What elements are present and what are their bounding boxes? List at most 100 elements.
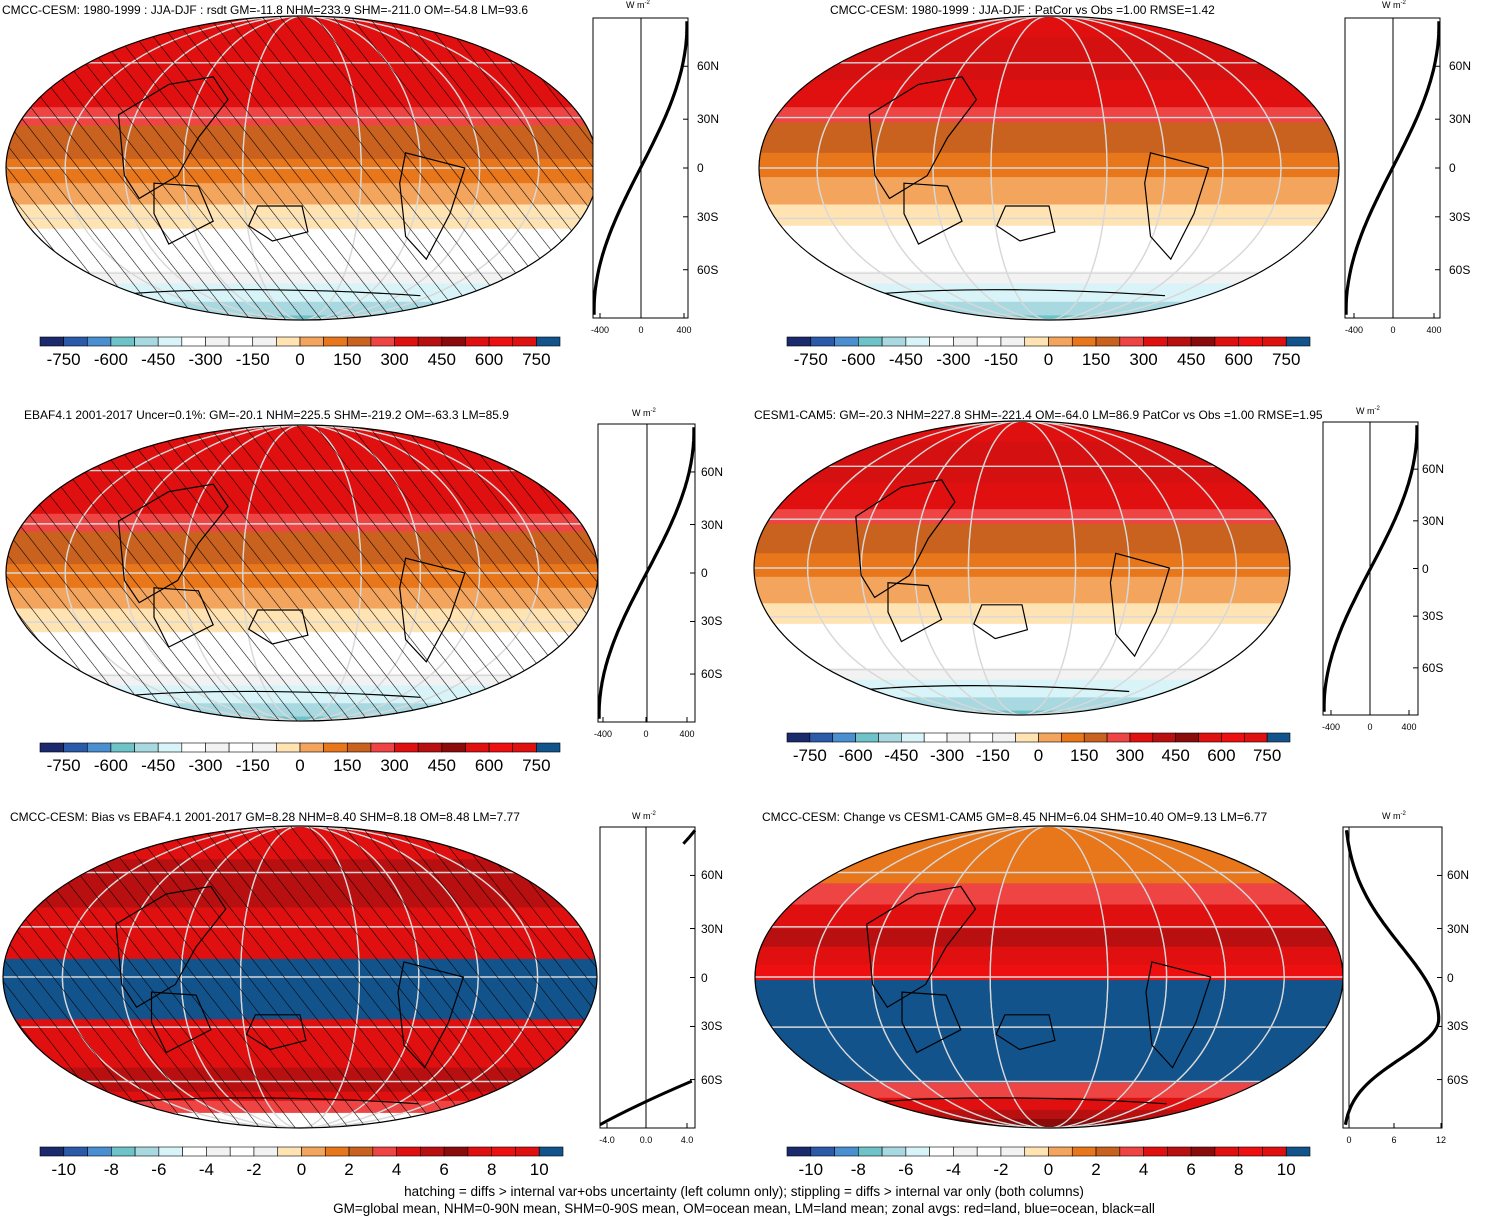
colorbar-tick-label: 0	[1043, 350, 1054, 369]
colorbar-tick-label: -600	[93, 756, 128, 775]
meridian-line	[816, 16, 1282, 320]
hatching	[3, 826, 597, 1128]
map-band	[755, 883, 1343, 906]
colorbar-swatch	[417, 336, 443, 347]
colorbar-swatch	[394, 742, 419, 753]
zonal-unit-label: W m-2	[632, 811, 656, 821]
colorbar-swatch	[1071, 336, 1097, 347]
colorbar-swatch	[1083, 732, 1108, 743]
colorbar-swatch	[323, 742, 348, 753]
zonal-mean-curve	[592, 21, 689, 315]
map-band	[759, 315, 1339, 320]
colorbar-swatch	[1238, 1146, 1263, 1157]
colorbar-swatch	[394, 336, 419, 347]
colorbar-tick-label: 150	[1070, 746, 1099, 765]
map-band	[754, 576, 1290, 604]
colorbar-tick-label: 10	[529, 1160, 549, 1179]
zonal-unit-label: W m-2	[1356, 406, 1380, 416]
colorbar-swatch	[1119, 336, 1144, 347]
colorbar-tick-label: 600	[474, 756, 504, 775]
lat-tick-label: 30S	[697, 209, 719, 224]
colorbar-swatch	[901, 732, 925, 743]
lat-tick-label: 0	[1447, 970, 1454, 985]
colorbar-swatch	[465, 742, 490, 753]
meridian-line	[930, 826, 1168, 1128]
colorbar-tick-label: -150	[975, 746, 1010, 765]
colorbar-tick-label: 0	[1043, 1160, 1054, 1179]
colorbar-tick-label: -300	[936, 350, 971, 369]
zonal-x-tick-label: 400	[679, 729, 695, 739]
colorbar-swatch	[63, 742, 88, 753]
colorbar-swatch	[809, 732, 834, 743]
lat-tick-label: 30S	[701, 614, 723, 629]
colorbar-swatch	[1214, 1146, 1239, 1157]
colorbar-swatch	[992, 732, 1016, 743]
colorbar-swatch	[1048, 1146, 1073, 1157]
colorbar-swatch	[370, 336, 395, 347]
colorbar-tick-label: -10	[798, 1160, 824, 1179]
colorbar-swatch	[832, 732, 856, 743]
zonal-x-tick-label: 400	[1426, 325, 1442, 335]
meridian-line	[990, 16, 1108, 320]
colorbar-tick-label: -600	[93, 350, 128, 369]
colorbar-swatch	[976, 336, 1002, 347]
hatching	[6, 16, 598, 320]
footer-line-2: GM=global mean, NHM=0-90N mean, SHM=0-90…	[333, 1201, 1155, 1216]
zonal-x-tick-label: 400	[676, 325, 692, 335]
zonal-mean-curve	[1344, 21, 1441, 315]
colorbar-swatch	[810, 1146, 835, 1157]
lat-tick-label: 30N	[697, 112, 720, 127]
colorbar-tick-label: 8	[1233, 1160, 1244, 1179]
map-band	[759, 177, 1339, 205]
colorbar-swatch	[110, 336, 135, 347]
colorbar-tick-label: -150	[235, 350, 270, 369]
colorbar-swatch	[181, 336, 206, 347]
colorbar-swatch	[134, 742, 159, 753]
colorbar-swatch	[276, 742, 301, 753]
zonal-x-tick-label: 0	[638, 325, 644, 335]
colorbar-swatch	[1038, 732, 1062, 743]
colorbar-swatch	[111, 1146, 136, 1157]
zonal-unit-label: W m-2	[632, 408, 656, 418]
lat-tick-label: 0	[697, 161, 704, 175]
colorbar-swatch	[1143, 1146, 1168, 1157]
colorbar-swatch	[810, 336, 835, 347]
colorbar-tick-label: 450	[427, 756, 456, 775]
colorbar-swatch	[253, 1146, 279, 1157]
colorbar-swatch	[181, 742, 206, 753]
colorbar-tick-label: 750	[1272, 350, 1301, 369]
lat-tick-label: 30N	[1422, 513, 1445, 528]
colorbar-swatch	[110, 742, 135, 753]
map-band	[759, 301, 1339, 316]
panel-6	[754, 825, 1443, 1157]
map-band	[759, 271, 1339, 285]
colorbar-swatch	[182, 1146, 207, 1157]
colorbar-tick-label: -4	[945, 1160, 961, 1179]
colorbar-tick-label: 150	[1081, 350, 1111, 369]
colorbar-tick-label: 450	[1176, 350, 1206, 369]
colorbar-tick-label: -150	[235, 756, 270, 775]
colorbar-swatch	[86, 742, 112, 753]
colorbar-swatch	[417, 742, 443, 753]
colorbar-swatch	[134, 336, 159, 347]
colorbar-swatch	[881, 336, 907, 347]
lat-tick-label: 60N	[701, 464, 724, 479]
lat-tick-label: 60N	[1447, 868, 1470, 883]
map-band	[755, 928, 1343, 948]
colorbar-tick-label: 2	[344, 1160, 354, 1179]
zonal-x-tick-label: 6	[1391, 1135, 1397, 1145]
panel-1	[5, 15, 689, 347]
colorbar-swatch	[1266, 732, 1291, 743]
map-band	[754, 679, 1290, 698]
colorbar-swatch	[157, 336, 183, 347]
zonal-x-tick-label: 0	[1390, 325, 1396, 335]
colorbar-swatch	[1119, 1146, 1144, 1157]
colorbar-swatch	[858, 1146, 883, 1157]
footer-line-1: hatching = diffs > internal var+obs unce…	[404, 1184, 1084, 1199]
meridian-line	[806, 421, 1238, 715]
colorbar-swatch	[488, 742, 514, 753]
colorbar-tick-label: 10	[1276, 1160, 1296, 1179]
coastline	[1145, 961, 1212, 1069]
meridian-line	[874, 16, 1224, 320]
colorbar-swatch	[1048, 336, 1073, 347]
